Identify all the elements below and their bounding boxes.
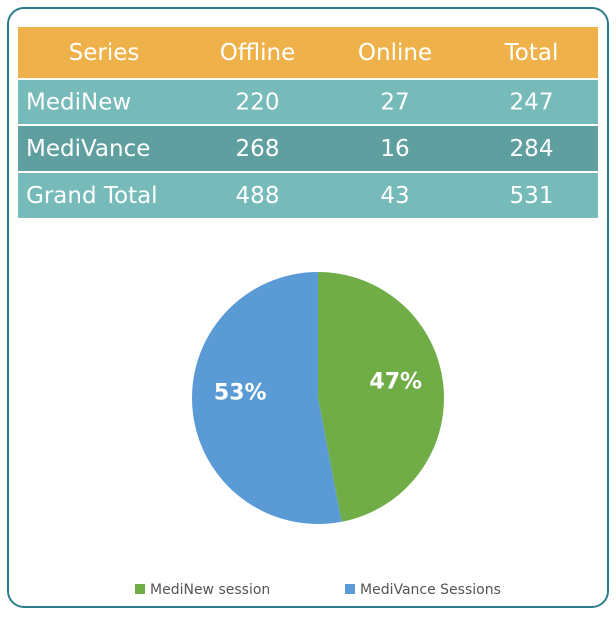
pie-slice <box>318 272 444 522</box>
pie-chart: 47% 53% MediNew session MediVance Sessions <box>135 272 501 598</box>
table-cell: 284 <box>510 136 554 162</box>
table-cell: 247 <box>510 90 554 116</box>
table-cell: 27 <box>380 90 409 116</box>
table-cell: 16 <box>380 136 409 162</box>
table-cell: 488 <box>236 183 280 209</box>
header-cell: Offline <box>220 40 295 66</box>
table-cell: 268 <box>236 136 280 162</box>
table-cell: 531 <box>510 183 554 209</box>
data-label: 53% <box>214 380 267 405</box>
table-cell: MediNew <box>26 90 131 116</box>
table-row <box>18 173 598 218</box>
table: Series Offline Online Total MediNew 220 27 247 M… <box>18 27 598 218</box>
table-cell: 220 <box>236 90 280 116</box>
pie-slice <box>191 272 342 524</box>
table-row <box>18 126 598 171</box>
table-cell: 43 <box>380 183 409 209</box>
legend-swatch <box>135 584 145 594</box>
header-cell: Series <box>69 40 140 66</box>
table-cell: MediVance <box>26 136 150 162</box>
header-cell: Total <box>504 40 559 66</box>
table-cell: Grand Total <box>26 183 158 209</box>
table-row <box>18 80 598 124</box>
legend-label: MediNew session <box>150 582 270 598</box>
table-row <box>18 27 598 78</box>
data-label: 47% <box>369 370 422 395</box>
header-cell: Online <box>358 40 432 66</box>
legend-label: MediVance Sessions <box>360 582 501 598</box>
legend-swatch <box>345 584 355 594</box>
